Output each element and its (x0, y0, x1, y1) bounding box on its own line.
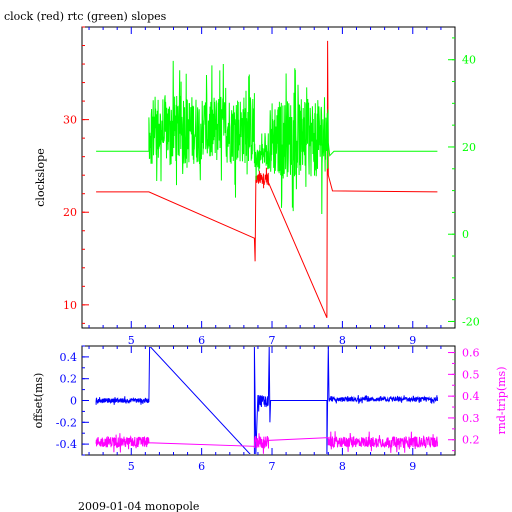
y-left-axis-label: clockslope (34, 148, 47, 206)
x-tick-label: 6 (198, 460, 205, 473)
y-right-axis-label: rnd-trip(ms) (495, 367, 508, 435)
y-right-tick-label: 0.4 (462, 390, 480, 403)
top-plot-area: 5 6 7 8 9 10 20 30 clockslope -20 0 20 40 (34, 26, 480, 347)
y-left-tick-label: 30 (63, 114, 77, 127)
y-right-tick-label: 0.6 (462, 347, 480, 360)
y-left-axis-label: offset(ms) (32, 373, 45, 429)
x-tick-label: 5 (128, 334, 135, 347)
y-left-tick-label: -0.2 (56, 416, 77, 429)
y-right-tick-label: 40 (462, 54, 476, 67)
x-tick-label: 8 (339, 460, 346, 473)
y-right-tick-label: 0.5 (462, 368, 480, 381)
x-tick-label: 7 (269, 460, 276, 473)
x-tick-label: 5 (128, 460, 135, 473)
x-tick-label: 7 (269, 334, 276, 347)
y-left-tick-label: 0 (70, 395, 77, 408)
y-left-tick-label: 20 (63, 206, 77, 219)
x-tick-label: 8 (339, 334, 346, 347)
x-tick-label: 9 (409, 334, 416, 347)
plot-frame (81, 26, 456, 329)
y-left-tick-label: 0.2 (60, 373, 78, 386)
footer-caption: 2009-01-04 monopole (78, 500, 199, 512)
series-line-rtc (96, 60, 438, 215)
x-tick-label: 9 (409, 460, 416, 473)
y-right-tick-label: 0 (462, 228, 469, 241)
y-left-tick-label: 0.4 (60, 351, 78, 364)
series-line-rnd-trip (95, 431, 438, 454)
y-left-tick-label: -0.4 (56, 438, 77, 451)
y-right-tick-label: -20 (462, 315, 480, 328)
y-right-tick-label: 0.3 (462, 412, 480, 425)
y-right-tick-label: 20 (462, 141, 476, 154)
y-left-tick-label: 10 (63, 299, 77, 312)
series-line-offset (95, 347, 438, 454)
series-line-clock (96, 40, 438, 318)
bottom-plot-area: 5 6 7 8 9 -0.4 -0.2 0 0.2 0.4 offset(ms) 0.2 0.3 0.4 0… (32, 345, 508, 473)
x-tick-label: 6 (198, 334, 205, 347)
y-right-tick-label: 0.2 (462, 434, 480, 447)
chart-title: clock (red) rtc (green) slopes (4, 10, 167, 23)
